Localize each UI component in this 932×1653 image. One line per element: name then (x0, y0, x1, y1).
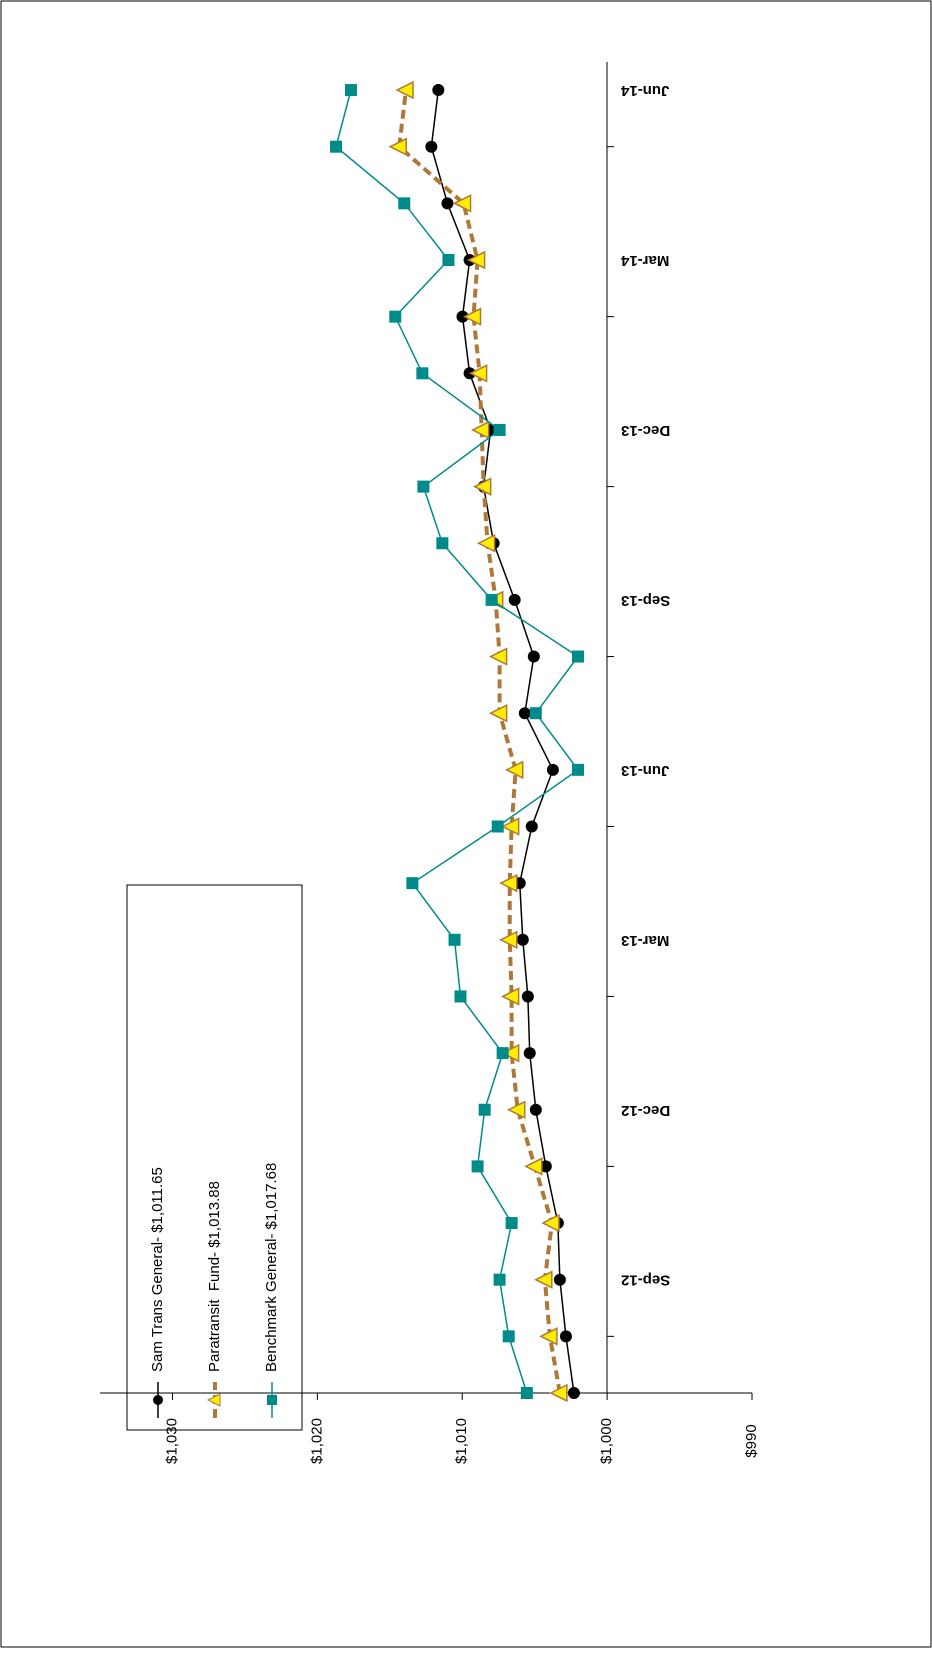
data-point (471, 1160, 484, 1173)
data-point (527, 650, 540, 663)
x-tick-label: Mar-14 (620, 252, 669, 269)
data-point (462, 307, 482, 326)
data-point (508, 593, 521, 606)
data-point (485, 593, 498, 606)
data-point (488, 703, 508, 723)
legend-marker (206, 1393, 221, 1407)
y-tick-label: $1,000 (598, 1418, 615, 1464)
data-point (571, 763, 584, 776)
legend-marker (267, 1395, 277, 1405)
data-point (505, 1217, 518, 1230)
data-point (539, 1160, 552, 1173)
data-point (502, 1330, 515, 1343)
data-point (406, 877, 419, 890)
data-point (454, 990, 467, 1003)
x-tick-label: Mar-13 (621, 932, 669, 949)
data-point (436, 537, 449, 550)
data-point (344, 84, 357, 97)
y-tick-label: $1,010 (453, 1418, 470, 1464)
data-point (476, 534, 496, 553)
data-point (432, 84, 445, 97)
series-line (430, 89, 575, 1394)
data-point (546, 763, 559, 776)
data-point (505, 760, 524, 780)
data-point (500, 1043, 520, 1063)
data-point (452, 194, 472, 213)
data-point (472, 477, 492, 496)
data-point (456, 310, 469, 323)
data-point (398, 197, 411, 210)
data-point (559, 1330, 572, 1343)
data-point (553, 1273, 566, 1286)
data-point (478, 1103, 491, 1116)
x-tick-label: Jun-14 (620, 82, 669, 99)
data-point (534, 1270, 553, 1289)
data-point (425, 140, 438, 153)
legend-marker (153, 1395, 163, 1405)
data-point (491, 820, 504, 833)
data-point (496, 1047, 509, 1060)
data-point (330, 140, 343, 153)
data-point (507, 1100, 526, 1119)
data-point (441, 197, 454, 210)
legend-label: Paratransit Fund- $1,013.88 (206, 1181, 223, 1372)
data-point (468, 364, 488, 383)
data-point (416, 367, 429, 380)
data-point (388, 137, 407, 156)
data-point (499, 873, 518, 893)
data-point (549, 1383, 568, 1403)
data-point (529, 707, 542, 720)
data-point (470, 420, 490, 440)
data-point (417, 480, 430, 493)
data-point (499, 930, 518, 950)
data-point (466, 250, 486, 270)
data-point (395, 80, 414, 100)
data-point (523, 1047, 536, 1060)
data-point (567, 1387, 580, 1399)
data-point (500, 987, 520, 1006)
data-point (539, 1327, 558, 1346)
series-line (335, 89, 580, 1394)
data-point (448, 933, 461, 946)
x-tick-label: Dec-12 (621, 1102, 670, 1119)
data-point (493, 423, 506, 436)
data-point (493, 1273, 506, 1286)
data-point (525, 820, 538, 833)
data-point (529, 1103, 542, 1116)
x-tick-label: Dec-13 (621, 422, 670, 439)
y-tick-label: $1,030 (163, 1418, 180, 1464)
data-point (389, 310, 402, 323)
data-point (520, 1387, 533, 1399)
series-line (397, 89, 562, 1394)
x-tick-label: Sep-13 (621, 592, 670, 609)
x-tick-label: Sep-12 (621, 1272, 670, 1289)
data-point (524, 1157, 543, 1176)
legend-box (126, 884, 303, 1431)
y-tick-label: $990 (743, 1424, 760, 1457)
data-point (442, 254, 455, 266)
data-point (541, 1213, 560, 1233)
data-point (518, 707, 531, 720)
y-tick-label: $1,020 (308, 1418, 325, 1464)
data-point (571, 650, 584, 663)
data-point (516, 933, 529, 946)
legend-label: Benchmark General- $1,017.68 (263, 1163, 280, 1372)
legend-label: Sam Trans General- $1,011.65 (149, 1167, 166, 1372)
data-point (488, 647, 508, 666)
data-point (521, 990, 534, 1003)
data-point (500, 817, 520, 836)
x-tick-label: Jun-13 (621, 762, 669, 779)
